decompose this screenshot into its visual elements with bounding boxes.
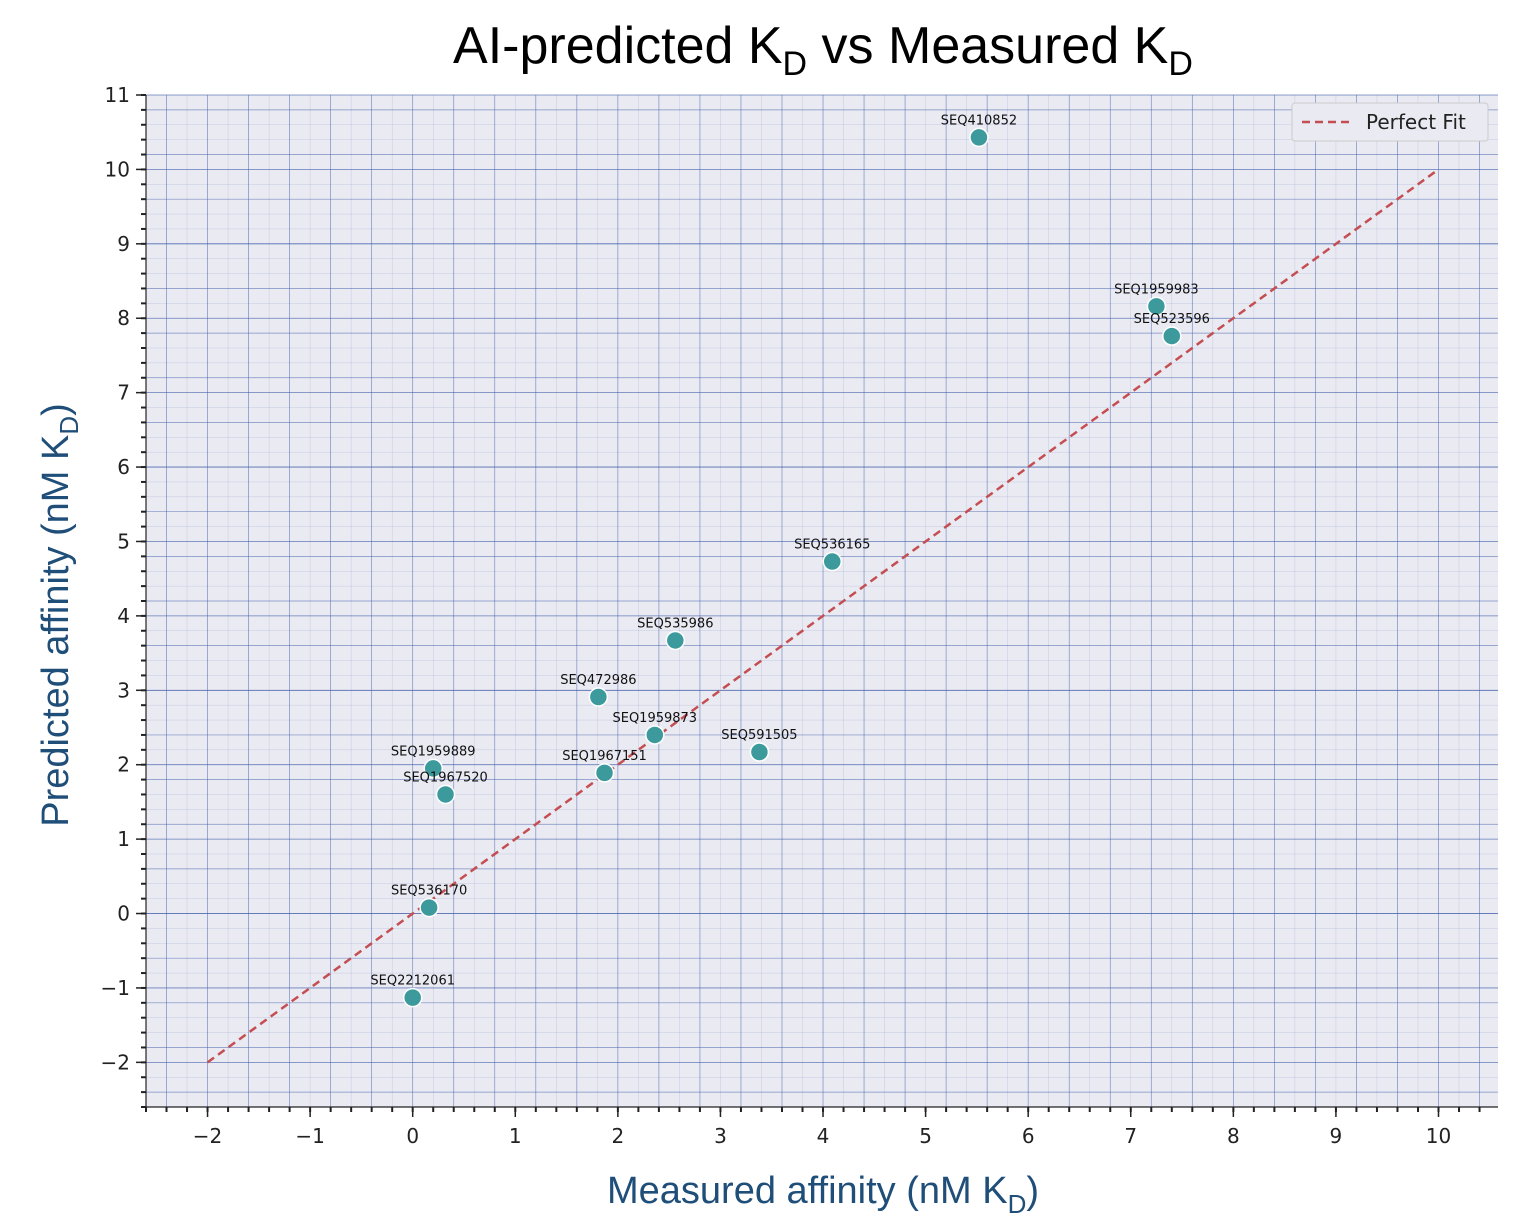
point-label: SEQ523596 — [1134, 312, 1210, 327]
data-point — [645, 725, 665, 745]
point-label: SEQ591505 — [721, 728, 797, 743]
y-tick-label: −2 — [101, 1050, 130, 1074]
point-label: SEQ1959983 — [1114, 282, 1199, 297]
y-axis-label-subscript: D — [54, 416, 84, 435]
data-point — [1146, 296, 1167, 317]
data-point — [969, 127, 989, 148]
x-tick-label: 9 — [1330, 1124, 1343, 1148]
data-point — [588, 687, 609, 707]
y-axis-label: Predicted affinity (nM KD) — [35, 403, 84, 827]
y-tick-label: 0 — [117, 902, 130, 926]
point-label: SEQ472986 — [560, 673, 636, 688]
data-point — [594, 763, 615, 783]
data-point — [435, 784, 456, 805]
point-label: SEQ410852 — [941, 113, 1017, 128]
point-label: SEQ2212061 — [370, 974, 455, 989]
x-tick-label: −2 — [193, 1124, 222, 1148]
x-axis-label-subscript: D — [1008, 1189, 1027, 1219]
y-tick-label: 4 — [117, 604, 130, 628]
legend-entry-perfect-fit: Perfect Fit — [1366, 110, 1466, 134]
chart-title-subscript-2: D — [1168, 45, 1193, 83]
point-label: SEQ536170 — [391, 884, 467, 899]
y-axis-label-main: Predicted affinity (nM K — [35, 435, 77, 827]
x-tick-label: 6 — [1022, 1124, 1035, 1148]
data-point — [419, 897, 439, 918]
point-label: SEQ1959889 — [391, 744, 476, 759]
x-tick-label: 2 — [611, 1124, 624, 1148]
point-label: SEQ535986 — [637, 616, 713, 631]
x-axis-label-end: ) — [1026, 1170, 1039, 1212]
chart-title-middle: vs Measured K — [807, 17, 1169, 75]
chart-title-main: AI-predicted K — [453, 17, 783, 75]
legend: Perfect Fit — [1291, 102, 1489, 142]
point-label: SEQ1967520 — [403, 770, 488, 785]
y-tick-label: 11 — [105, 83, 130, 107]
y-tick-label: 8 — [117, 306, 130, 330]
x-axis-label: Measured affinity (nM KD) — [607, 1170, 1039, 1219]
data-point — [822, 551, 843, 572]
y-tick-label: 10 — [105, 157, 130, 181]
y-tick-label: 6 — [117, 455, 130, 479]
y-tick-label: 5 — [117, 529, 130, 553]
x-tick-label: 4 — [817, 1124, 830, 1148]
data-point — [665, 630, 686, 651]
y-tick-label: 2 — [117, 753, 130, 777]
data-point — [402, 987, 423, 1008]
x-tick-label: 8 — [1227, 1124, 1240, 1148]
data-point — [1162, 326, 1182, 346]
data-point — [423, 758, 443, 779]
x-tick-label: −1 — [295, 1124, 324, 1148]
legend-box — [1291, 102, 1489, 142]
point-label: SEQ536165 — [794, 538, 870, 553]
axes: −2 −1 0 1 2 3 4 5 6 7 8 9 10 −2 −1 0 1 2 3 4 5 6 7 8 9 10 11 — [101, 83, 1498, 1148]
y-tick-label: 9 — [117, 232, 130, 256]
x-tick-label: 1 — [509, 1124, 522, 1148]
point-labels: SEQ410852 SEQ1959983 SEQ523596 SEQ536165 SEQ… — [370, 113, 1210, 988]
reference-line-group — [206, 168, 1440, 1064]
grid-lines — [145, 94, 1498, 1108]
y-tick-label: 3 — [117, 678, 130, 702]
y-tick-label: −1 — [101, 976, 130, 1000]
data-points — [402, 127, 1182, 1008]
chart-title: AI-predicted KD vs Measured KD — [453, 17, 1193, 83]
y-tick-label: 7 — [117, 381, 130, 405]
point-label: SEQ1959873 — [612, 711, 697, 726]
y-tick-label: 1 — [117, 827, 130, 851]
x-tick-label: 10 — [1426, 1124, 1451, 1148]
y-axis-label-end: ) — [35, 403, 77, 416]
x-axis-label-main: Measured affinity (nM K — [607, 1170, 1008, 1212]
data-point — [749, 742, 770, 762]
x-tick-label: 3 — [714, 1124, 727, 1148]
point-label: SEQ1967151 — [562, 749, 647, 764]
x-tick-label: 7 — [1124, 1124, 1137, 1148]
x-tick-label: 5 — [919, 1124, 932, 1148]
chart-title-subscript-1: D — [783, 45, 808, 83]
x-tick-label: 0 — [406, 1124, 419, 1148]
perfect-fit-line — [206, 168, 1440, 1064]
